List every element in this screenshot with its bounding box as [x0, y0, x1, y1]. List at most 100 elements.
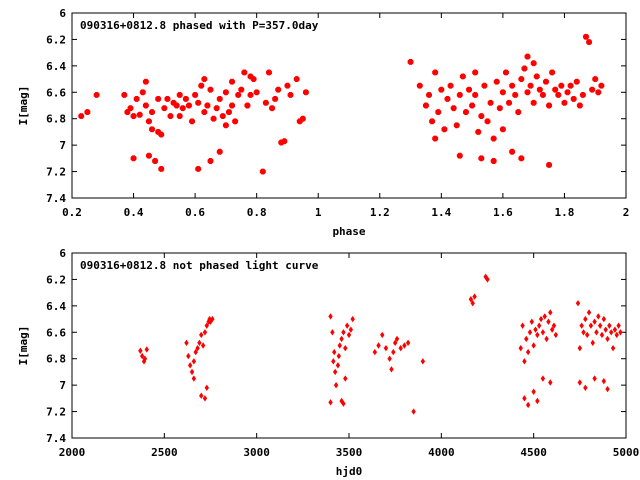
- data-point: [238, 86, 245, 93]
- data-point: [518, 76, 525, 83]
- data-point: [226, 109, 232, 116]
- data-point: [487, 99, 494, 106]
- data-point: [266, 69, 272, 76]
- data-point: [522, 395, 527, 402]
- data-point: [549, 69, 556, 76]
- y-tick-label: 6.8: [46, 353, 66, 366]
- data-point: [204, 102, 211, 109]
- data-point: [422, 102, 429, 109]
- data-point: [145, 152, 152, 159]
- data-point: [250, 76, 257, 83]
- data-point: [93, 91, 100, 98]
- data-point: [551, 322, 557, 329]
- data-point: [229, 102, 235, 109]
- data-point: [186, 102, 192, 109]
- data-point: [287, 91, 294, 98]
- data-point: [216, 95, 223, 102]
- data-point: [394, 335, 400, 343]
- data-point: [577, 379, 583, 386]
- data-point: [605, 385, 610, 393]
- data-point: [213, 105, 220, 112]
- data-point: [503, 69, 509, 76]
- data-point: [336, 352, 342, 360]
- data-point: [331, 358, 336, 365]
- data-point: [581, 329, 586, 336]
- data-point: [149, 109, 155, 116]
- data-point: [299, 115, 306, 122]
- data-point: [548, 309, 553, 316]
- data-point: [583, 384, 588, 391]
- data-point: [555, 91, 562, 98]
- data-point: [435, 109, 442, 116]
- data-point: [207, 86, 214, 93]
- data-point: [376, 342, 381, 349]
- x-tick-label: 0.6: [185, 206, 205, 219]
- y-tick-label: 7.2: [46, 406, 66, 419]
- chart-title: 090316+0812.8 not phased light curve: [80, 259, 319, 272]
- data-point: [586, 309, 592, 316]
- y-tick-label: 6.6: [46, 326, 66, 339]
- data-point: [531, 388, 536, 395]
- data-point: [521, 65, 528, 72]
- data-point: [275, 86, 282, 93]
- y-tick-label: 6.4: [46, 300, 66, 313]
- data-point: [186, 352, 191, 360]
- data-point: [337, 342, 342, 349]
- data-point: [612, 326, 618, 333]
- data-point: [540, 329, 546, 336]
- y-tick-label: 6: [59, 247, 66, 260]
- data-point: [577, 344, 583, 352]
- data-point: [202, 329, 208, 336]
- y-tick-label: 6.4: [46, 60, 66, 73]
- data-point: [444, 95, 451, 102]
- data-point: [527, 82, 534, 89]
- data-point: [407, 58, 414, 65]
- data-point: [346, 331, 352, 339]
- data-point: [567, 82, 574, 89]
- data-point: [247, 91, 254, 98]
- data-point: [520, 322, 525, 329]
- data-point: [161, 105, 168, 112]
- data-point: [202, 395, 208, 402]
- x-tick-label: 5000: [613, 446, 640, 459]
- data-point: [515, 109, 522, 116]
- data-point: [208, 318, 213, 325]
- data-point: [597, 322, 603, 329]
- data-point: [343, 344, 348, 352]
- data-point: [589, 86, 596, 93]
- plot-frame: [71, 252, 627, 439]
- data-point: [372, 348, 378, 356]
- data-point: [155, 95, 162, 102]
- data-point: [198, 82, 205, 89]
- data-point: [535, 397, 540, 405]
- data-point: [484, 118, 491, 125]
- data-point: [130, 155, 137, 162]
- data-point: [441, 126, 448, 133]
- data-point: [549, 326, 555, 333]
- data-point: [509, 82, 516, 89]
- data-point: [229, 78, 235, 85]
- data-point: [127, 105, 134, 112]
- data-point: [524, 335, 529, 343]
- data-point: [525, 348, 531, 356]
- data-point: [200, 342, 206, 349]
- data-point: [350, 315, 355, 323]
- data-point: [533, 73, 540, 80]
- data-point: [553, 331, 559, 339]
- data-point: [509, 148, 516, 155]
- data-point: [542, 313, 547, 320]
- data-point: [380, 331, 385, 339]
- data-point: [144, 346, 149, 353]
- data-point: [332, 348, 337, 356]
- data-point: [564, 89, 571, 96]
- data-point: [561, 99, 568, 106]
- data-point: [210, 115, 217, 122]
- data-point: [478, 113, 485, 120]
- axis-ticks: 0.2 0.4 0.6 0.8 1 1.2 1.4 1.6 1.8 2 6 6.2 6.4 6.6 6.8 7…: [46, 7, 629, 219]
- data-point: [599, 331, 605, 339]
- data-point: [426, 91, 432, 98]
- data-point: [402, 342, 407, 349]
- data-point: [530, 99, 537, 106]
- data-point: [189, 118, 195, 125]
- data-point: [575, 300, 581, 307]
